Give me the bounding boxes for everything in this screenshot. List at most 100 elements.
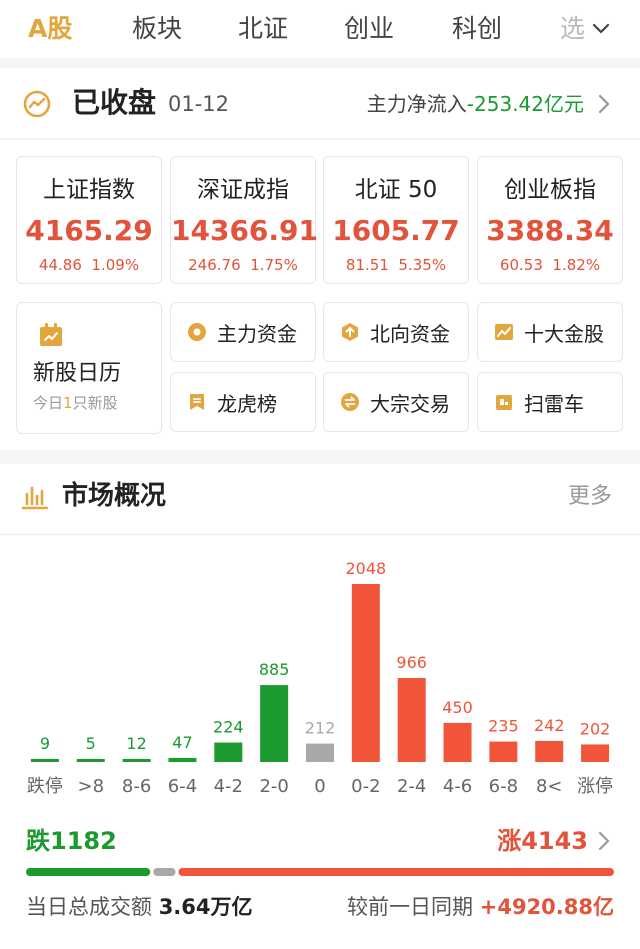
index-change: 246.76 1.75% <box>171 255 315 275</box>
category-label-7: 0-2 <box>351 776 380 797</box>
net-inflow-value: -253.42亿元 <box>466 92 584 116</box>
market-date: 01-12 <box>168 92 230 116</box>
market-overview: 市场概况 更多 9 跌停 5 >8 12 8-6 47 6-4 224 4-2 885 2-0 212 0… <box>0 464 640 949</box>
capital-flow-button[interactable]: 主力资金 <box>170 302 316 362</box>
compare-label: 较前一日同期 <box>347 895 474 919</box>
bar-3 <box>168 757 197 762</box>
distribution-svg: 9 跌停 5 >8 12 8-6 47 6-4 224 4-2 885 2-0 212 0 2048 0-2 9… <box>27 559 613 797</box>
bar-0 <box>30 759 59 762</box>
ratio-svg <box>26 868 614 876</box>
chevron-right-icon[interactable] <box>596 830 612 852</box>
divider <box>0 534 640 535</box>
category-label-6: 0 <box>314 776 325 797</box>
bar-8 <box>397 678 426 762</box>
chevron-down-icon[interactable] <box>590 18 612 40</box>
category-label-2: 8-6 <box>122 776 151 797</box>
index-change-pct: 1.82% <box>552 256 601 274</box>
bar-2 <box>122 759 151 762</box>
fall-count: 跌1182 <box>26 826 117 856</box>
value-label-3: 47 <box>172 733 192 752</box>
tab-bse[interactable]: 北证 <box>238 14 289 43</box>
net-inflow-label: 主力净流入 <box>366 92 467 116</box>
index-value: 3388.34 <box>486 214 614 247</box>
index-change-amount: 246.76 <box>188 256 241 274</box>
ipo-calendar-label: 新股日历 <box>33 361 122 386</box>
index-change: 44.86 1.09% <box>17 255 161 275</box>
tab-chinext[interactable]: 创业 <box>344 14 395 43</box>
total-turnover: 当日总成交额 3.64万亿 <box>26 892 253 922</box>
index-card-bse50[interactable]: 北证 50 1605.77 81.51 5.35% <box>323 156 469 284</box>
tab-a-shares[interactable]: A股 <box>28 14 73 43</box>
market-status-title: 已收盘 <box>72 86 157 119</box>
bar-9 <box>443 722 472 762</box>
index-name: 创业板指 <box>504 177 596 203</box>
ipo-calendar-sub: 今日1只新股 <box>33 393 118 413</box>
ratio-rise-segment <box>178 868 614 876</box>
ipo-calendar-button[interactable]: 新股日历 今日1只新股 <box>16 302 162 434</box>
category-label-0: 跌停 <box>27 776 63 797</box>
top-stocks-button[interactable]: 十大金股 <box>477 302 623 362</box>
value-label-12: 202 <box>580 719 611 738</box>
index-card-chinext[interactable]: 创业板指 3388.34 60.53 1.82% <box>477 156 623 284</box>
index-panel: 上证指数 4165.29 44.86 1.09% 深证成指 14366.91 2… <box>0 140 640 450</box>
ratio-fall-segment <box>26 868 151 876</box>
bar-1 <box>76 759 105 762</box>
category-label-11: 8< <box>536 776 563 797</box>
fall-label: 跌 <box>26 827 50 855</box>
northbound-button[interactable]: 北向资金 <box>323 302 469 362</box>
dragon-tiger-icon <box>190 394 204 410</box>
bar-6 <box>306 743 334 762</box>
main-net-inflow[interactable]: 主力净流入-253.42亿元 <box>367 90 584 118</box>
index-card-szse[interactable]: 深证成指 14366.91 246.76 1.75% <box>170 156 318 284</box>
price-change-distribution-chart: 9 跌停 5 >8 12 8-6 47 6-4 224 4-2 885 2-0 212 0 2048 0-2 9… <box>0 544 640 804</box>
bar-10 <box>489 741 518 762</box>
index-value: 1605.77 <box>332 214 460 247</box>
calendar-icon <box>37 321 65 349</box>
northbound-label: 北向资金 <box>370 321 450 346</box>
tab-partial[interactable]: 选 <box>560 14 586 43</box>
bar-5 <box>260 685 289 762</box>
capital-flow-label: 主力资金 <box>217 321 297 346</box>
turnover-compare: 较前一日同期 +4920.88亿 <box>347 892 614 922</box>
index-change-pct: 1.75% <box>250 256 298 274</box>
category-label-5: 2-0 <box>259 776 288 797</box>
dragon-tiger-button[interactable]: 龙虎榜 <box>170 372 316 432</box>
category-label-1: >8 <box>77 776 104 797</box>
minesweeper-button[interactable]: 扫雷车 <box>477 372 623 432</box>
market-status-bar[interactable]: 已收盘 01-12 主力净流入-253.42亿元 <box>0 68 640 138</box>
ipo-sub-count: 1 <box>63 394 73 412</box>
index-card-sse[interactable]: 上证指数 4165.29 44.86 1.09% <box>16 156 162 284</box>
rise-label: 涨 <box>497 827 522 855</box>
market-closed-icon <box>22 89 52 119</box>
block-trade-button[interactable]: 大宗交易 <box>323 372 469 432</box>
capital-flow-icon <box>188 323 206 341</box>
more-link[interactable]: 更多 <box>567 484 612 509</box>
index-change-amount: 60.53 <box>499 256 543 274</box>
chevron-right-icon[interactable] <box>596 92 612 116</box>
index-change-amount: 44.86 <box>38 256 82 274</box>
value-label-8: 966 <box>396 653 427 672</box>
index-change: 60.53 1.82% <box>478 255 622 275</box>
value-label-0: 9 <box>40 734 50 753</box>
category-label-12: 涨停 <box>577 776 613 797</box>
category-label-9: 4-6 <box>443 776 472 797</box>
index-change: 81.51 5.35% <box>324 255 468 275</box>
market-tabs: A股 板块 北证 创业 科创 选 <box>0 0 640 58</box>
value-label-2: 12 <box>126 734 146 753</box>
ipo-sub-suffix: 只新股 <box>72 394 118 412</box>
index-name: 上证指数 <box>43 177 135 203</box>
value-label-4: 224 <box>213 718 244 737</box>
block-trade-label: 大宗交易 <box>370 391 450 416</box>
top-stocks-label: 十大金股 <box>524 321 604 346</box>
tab-sectors[interactable]: 板块 <box>132 14 183 43</box>
top-stocks-icon <box>495 324 513 340</box>
rise-fall-ratio-bar <box>26 868 614 876</box>
tab-star[interactable]: 科创 <box>452 14 503 43</box>
rise-count[interactable]: 涨4143 <box>497 826 588 856</box>
index-name: 深证成指 <box>197 177 289 203</box>
bar-7 <box>351 584 380 762</box>
bar-chart-icon <box>20 482 50 512</box>
fall-value: 1182 <box>50 827 117 855</box>
value-label-11: 242 <box>534 716 565 735</box>
value-label-9: 450 <box>442 698 473 717</box>
